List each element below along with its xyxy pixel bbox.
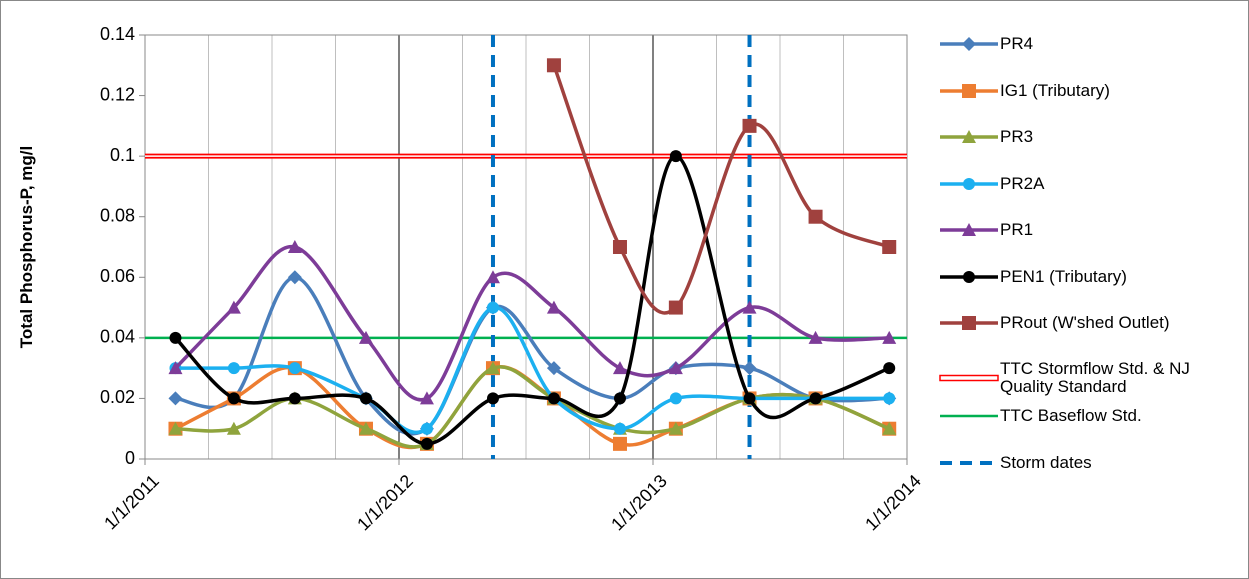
marker [962, 37, 976, 51]
marker [168, 391, 183, 406]
plot-frame [144, 34, 908, 460]
marker [882, 240, 897, 254]
marker [613, 422, 626, 435]
marker [169, 331, 182, 344]
y-tick-label: 0.02 [100, 387, 135, 407]
legend-label: TTC Stormflow Std. & NJ Quality Standard [1000, 358, 1190, 396]
marker [668, 300, 683, 315]
y-tick-label: 0.04 [100, 327, 135, 347]
marker [359, 392, 372, 405]
marker [808, 330, 823, 344]
legend-label: PR2A [1000, 173, 1045, 193]
marker [287, 240, 302, 253]
marker [420, 422, 433, 435]
legend-label: PR1 [1000, 220, 1034, 239]
legend-label: PR4 [1000, 34, 1034, 53]
legend-swatch [940, 223, 998, 236]
legend-swatch [940, 460, 998, 465]
marker [287, 270, 302, 285]
marker [742, 300, 757, 314]
marker [288, 392, 301, 405]
legend-entry: Storm dates [938, 453, 1236, 473]
legend-label: PRout (W'shed Outlet) [1000, 313, 1170, 332]
marker [882, 421, 897, 435]
marker [963, 270, 975, 283]
y-tick-label: 0.08 [100, 205, 135, 225]
marker [419, 391, 434, 405]
marker [486, 392, 499, 405]
marker [669, 392, 682, 405]
legend-swatch [940, 130, 998, 143]
legend-line [939, 374, 999, 381]
marker [962, 130, 976, 143]
legend-label: IG1 (Tributary) [1000, 80, 1110, 100]
marker [742, 361, 757, 376]
marker [668, 361, 683, 375]
marker [227, 362, 240, 375]
marker [546, 58, 561, 73]
y-tick-label: 0.1 [110, 145, 135, 165]
marker [226, 421, 241, 435]
marker [963, 177, 975, 190]
marker [358, 421, 373, 435]
marker [883, 362, 896, 375]
marker [809, 392, 822, 405]
marker [669, 150, 682, 163]
y-tick-label: 0.06 [100, 266, 135, 286]
legend-label: PR3 [1000, 127, 1034, 146]
legend-swatch [940, 177, 998, 190]
marker [486, 301, 499, 314]
legend-swatch [940, 316, 998, 330]
marker [743, 392, 756, 405]
marker [227, 392, 240, 405]
marker [962, 223, 976, 236]
y-axis-label: Total Phosphorus-P, mg/l [17, 146, 36, 348]
marker [883, 392, 896, 405]
legend-entry: PR1 [938, 220, 1236, 240]
y-tick-label: 0.12 [100, 84, 135, 104]
legend-entry: PEN1 (Tributary) [938, 267, 1236, 287]
marker [288, 362, 301, 375]
marker [485, 270, 500, 284]
marker [547, 392, 560, 405]
marker [546, 361, 561, 376]
legend-swatch [940, 83, 998, 98]
legend-label: PEN1 (Tributary) [1000, 266, 1127, 286]
marker [485, 361, 500, 375]
marker [226, 300, 241, 314]
marker [962, 316, 976, 330]
legend-entry: TTC Baseflow Std. [938, 406, 1236, 426]
marker [612, 240, 627, 254]
marker [358, 330, 373, 344]
marker [612, 361, 627, 375]
marker [882, 330, 897, 344]
legend-entry: PR4 [938, 34, 1236, 54]
marker [168, 421, 183, 435]
marker [962, 83, 976, 98]
marker [420, 437, 433, 450]
legend-label: TTC Baseflow Std. [1000, 406, 1142, 425]
legend-entry: PR3 [938, 127, 1236, 147]
y-tick-label: 0.14 [100, 24, 135, 44]
legend-entry: PRout (W'shed Outlet) [938, 313, 1236, 333]
legend-swatch [940, 37, 998, 51]
legend-entry: PR2A [938, 174, 1236, 194]
legend-label: Storm dates [1000, 452, 1092, 472]
marker [808, 209, 823, 224]
y-tick-label: 0 [125, 448, 135, 468]
legend-swatch [940, 270, 998, 283]
legend-entry: TTC Stormflow Std. & NJ Quality Standard [938, 358, 1200, 396]
legend-swatch [939, 374, 999, 381]
marker [668, 421, 683, 435]
legend-entry: IG1 (Tributary) [938, 81, 1236, 101]
marker [168, 361, 183, 375]
marker [613, 392, 626, 405]
marker [612, 436, 627, 451]
marker [742, 118, 757, 133]
legend-swatch [940, 414, 998, 418]
marker [546, 300, 561, 314]
